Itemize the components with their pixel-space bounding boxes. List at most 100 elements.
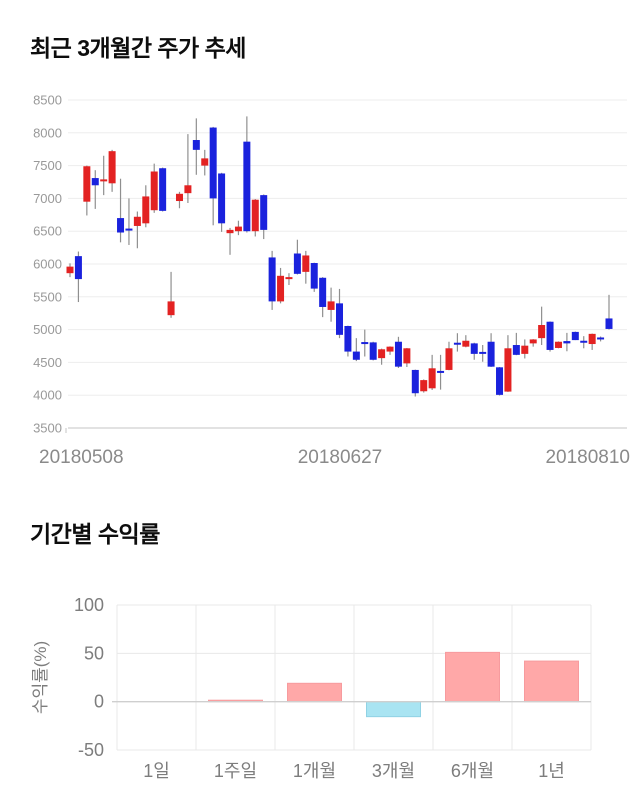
category-label: 3개월 xyxy=(372,761,415,781)
returns-bar-chart: 100 50 0 -50 1일 1주일 1개월 3개월 6개월 1년 수익률(%) xyxy=(31,595,592,781)
candlestick xyxy=(175,193,183,202)
y-axis-tick-label: 5000 xyxy=(33,322,62,337)
candlestick xyxy=(108,151,116,184)
y-axis-tick-label: 6000 xyxy=(33,257,62,272)
candlestick xyxy=(445,348,453,370)
candlestick xyxy=(302,255,310,272)
candlestick xyxy=(504,348,512,392)
candlestick xyxy=(563,341,571,344)
candlestick xyxy=(91,178,99,186)
y-axis-tick-label: 0 xyxy=(94,692,104,712)
return-bar xyxy=(445,651,500,703)
candlestick xyxy=(361,342,369,345)
candlestick xyxy=(605,318,613,329)
candlestick xyxy=(462,340,470,347)
y-axis-tick-label: 50 xyxy=(84,643,104,663)
candlestick xyxy=(310,263,318,289)
y-axis-tick-label: 6500 xyxy=(33,224,62,239)
y-axis-tick-label: -50 xyxy=(78,740,104,760)
returns-grid xyxy=(116,604,592,751)
candlestick xyxy=(529,339,537,344)
candlestick xyxy=(125,228,133,231)
candlestick xyxy=(386,346,394,352)
candlestick xyxy=(420,380,428,392)
candlestick xyxy=(546,321,554,350)
x-axis-tick-label: 20180627 xyxy=(298,447,383,468)
candlestick xyxy=(428,368,436,389)
x-axis-tick-label: 20180508 xyxy=(39,447,124,468)
candlestick xyxy=(512,345,520,355)
price-candlestick-chart: 8500 8000 7500 7000 6500 6000 5500 5000 4500 4000… xyxy=(33,93,630,469)
candlestick xyxy=(293,253,301,274)
category-label: 6개월 xyxy=(451,761,494,781)
y-axis-tick-label: 5500 xyxy=(33,289,62,304)
candlestick xyxy=(580,340,588,343)
candlestick xyxy=(234,226,242,232)
y-axis-tick-label: 100 xyxy=(74,595,104,615)
candlestick xyxy=(378,349,386,359)
y-axis-tick-label: 7000 xyxy=(33,191,62,206)
candles xyxy=(66,116,613,397)
candlestick xyxy=(133,216,141,226)
period-returns-title: 기간별 수익률 xyxy=(30,521,160,547)
candlestick xyxy=(66,266,74,274)
candlestick xyxy=(159,168,167,211)
candlestick xyxy=(74,256,82,280)
candlestick xyxy=(588,333,596,345)
candlestick xyxy=(167,301,175,316)
candlestick xyxy=(470,343,478,354)
y-axis-tick-label: 8000 xyxy=(33,125,62,140)
y-axis-tick-label: 4000 xyxy=(33,388,62,403)
return-bar xyxy=(366,701,421,718)
candlestick xyxy=(285,277,293,280)
candlestick xyxy=(437,370,445,373)
candlestick xyxy=(538,325,546,339)
candlestick xyxy=(403,348,411,364)
x-axis-tick-label: 20180810 xyxy=(545,447,630,468)
candlestick xyxy=(327,301,335,310)
candlestick xyxy=(554,341,562,348)
return-bars xyxy=(208,651,579,718)
candlestick xyxy=(243,141,251,232)
category-label: 1년 xyxy=(538,761,565,781)
candlestick xyxy=(369,342,377,360)
return-bar xyxy=(524,660,579,703)
y-axis-tick-label: 8500 xyxy=(33,93,62,108)
candlestick xyxy=(571,331,579,341)
candlestick xyxy=(394,341,402,367)
candlestick xyxy=(319,277,327,307)
candlestick xyxy=(521,345,529,354)
candlestick xyxy=(218,173,226,224)
price-trend-title: 최근 3개월간 주가 추세 xyxy=(30,35,246,61)
candlestick xyxy=(100,179,108,182)
candlestick xyxy=(268,257,276,302)
candlestick xyxy=(411,369,419,394)
candlestick xyxy=(251,199,259,232)
candlestick xyxy=(209,127,217,199)
candlestick xyxy=(226,229,234,234)
candlestick xyxy=(142,196,150,224)
candlestick xyxy=(260,195,268,230)
category-label: 1개월 xyxy=(293,761,336,781)
candlestick xyxy=(277,275,285,302)
candlestick xyxy=(192,140,200,150)
category-label: 1일 xyxy=(143,761,170,781)
candlestick xyxy=(496,367,504,395)
candlestick xyxy=(336,303,343,335)
candlestick xyxy=(352,351,360,360)
candlestick xyxy=(597,337,605,340)
candlestick xyxy=(117,218,125,233)
candlestick xyxy=(487,341,495,367)
candlestick xyxy=(184,185,192,194)
return-bar xyxy=(287,682,342,703)
price-grid xyxy=(68,99,627,429)
candlestick xyxy=(201,158,209,166)
y-axis-title: 수익률(%) xyxy=(31,641,50,714)
candlestick xyxy=(344,325,352,352)
category-label: 1주일 xyxy=(214,761,257,781)
candlestick xyxy=(479,351,487,354)
y-axis-tick-label: 3500 xyxy=(33,421,62,436)
candlestick xyxy=(83,166,91,202)
candlestick xyxy=(453,342,461,345)
